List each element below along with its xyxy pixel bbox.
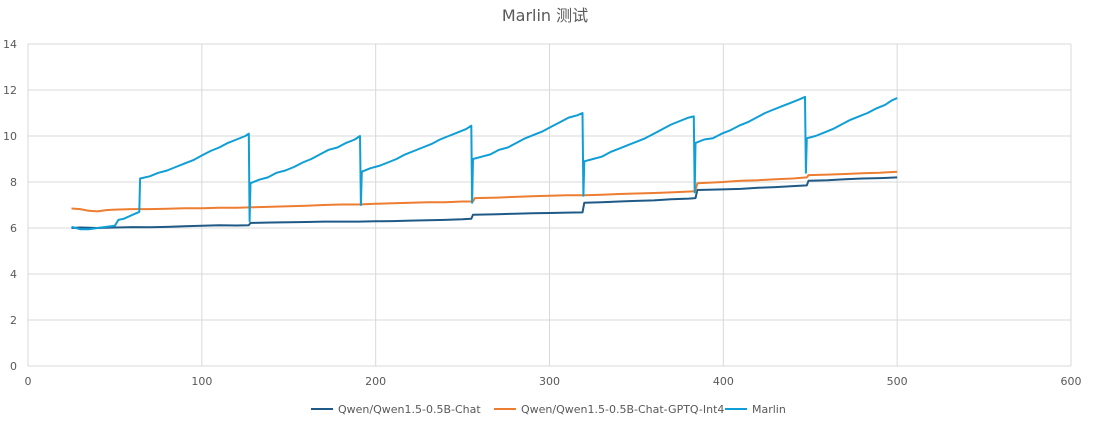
- series-line-2: [71, 170, 898, 213]
- y-tick-label: 10: [3, 130, 17, 143]
- y-tick-label: 12: [3, 84, 17, 97]
- legend: Qwen/Qwen1.5-0.5B-Chat Qwen/Qwen1.5-0.5B-…: [311, 403, 786, 416]
- y-tick-label: 0: [10, 360, 17, 373]
- y-tick-label: 6: [10, 222, 17, 235]
- y-tick-label: 8: [10, 176, 17, 189]
- series-line-1: [71, 176, 898, 229]
- series-lines: [71, 95, 898, 231]
- x-tick-label: 200: [365, 375, 386, 388]
- x-tick-label: 100: [191, 375, 212, 388]
- x-tick-label: 300: [539, 375, 560, 388]
- x-tick-label: 500: [887, 375, 908, 388]
- x-tick-label: 600: [1061, 375, 1082, 388]
- x-tick-label: 0: [25, 375, 32, 388]
- legend-label: Qwen/Qwen1.5-0.5B-Chat-GPTQ-Int4: [521, 403, 724, 416]
- y-tick-label: 14: [3, 38, 17, 51]
- x-tick-label: 400: [713, 375, 734, 388]
- series-line-3: [71, 95, 898, 231]
- legend-label: Marlin: [752, 403, 786, 416]
- legend-label: Qwen/Qwen1.5-0.5B-Chat: [338, 403, 481, 416]
- y-tick-label: 2: [10, 314, 17, 327]
- y-tick-label: 4: [10, 268, 17, 281]
- chart-title: Marlin 测试: [502, 6, 588, 25]
- axes: 0 2 4 6 8 10 12 14 0 100 200 300 400 500 600: [3, 38, 1082, 388]
- gridlines: [27, 43, 1072, 367]
